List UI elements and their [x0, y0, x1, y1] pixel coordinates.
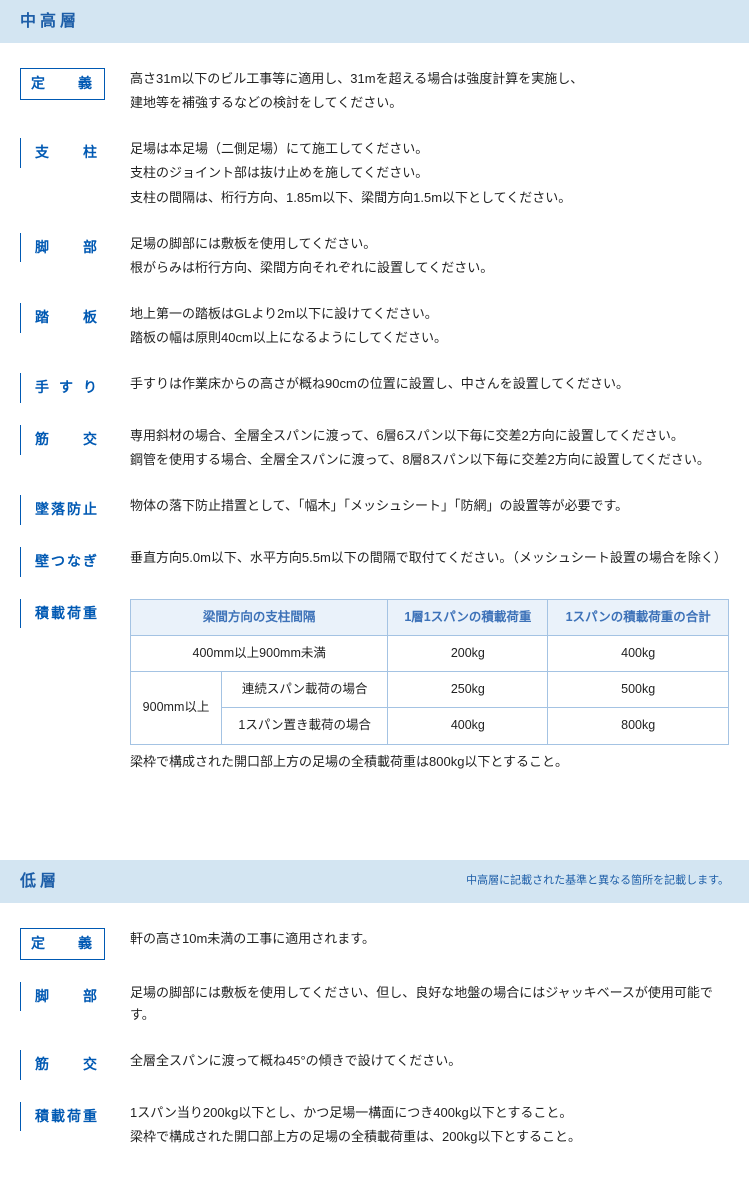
line: 1スパン当り200kg以下とし、かつ足場一構面につき400kg以下とすること。 — [130, 1102, 729, 1124]
text-col: 軒の高さ10m未満の工事に適用されます。 — [130, 928, 729, 960]
th-span: 梁間方向の支柱間隔 — [131, 599, 388, 635]
cell: 800kg — [548, 708, 729, 744]
cell: 1スパン置き載荷の場合 — [222, 708, 388, 744]
cell: 400kg — [548, 635, 729, 671]
section1-content: 定義高さ31m以下のビル工事等に適用し、31mを超える場合は強度計算を実施し、建… — [0, 68, 749, 825]
label-壁つなぎ: 壁つなぎ — [20, 547, 105, 577]
line: 軒の高さ10m未満の工事に適用されます。 — [130, 928, 729, 950]
line: 垂直方向5.0m以下、水平方向5.5m以下の間隔で取付てください。（メッシュシー… — [130, 547, 729, 569]
label-load: 積載荷重 — [20, 599, 105, 629]
line: 高さ31m以下のビル工事等に適用し、31mを超える場合は強度計算を実施し、 — [130, 68, 729, 90]
th-total: 1スパンの積載荷重の合計 — [548, 599, 729, 635]
line: 手すりは作業床からの高さが概ね90cmの位置に設置し、中さんを設置してください。 — [130, 373, 729, 395]
row-item: 積載荷重 1スパン当り200kg以下とし、かつ足場一構面につき400kg以下とする… — [20, 1102, 729, 1150]
row-load: 積載荷重 梁間方向の支柱間隔 1層1スパンの積載荷重 1スパンの積載荷重の合計 … — [20, 599, 729, 773]
section-title: 中高層 — [20, 13, 80, 30]
text-col: 足場は本足場（二側足場）にて施工してください。支柱のジョイント部は抜け止めを施し… — [130, 138, 729, 210]
text-col: 足場の脚部には敷板を使用してください。根がらみは桁行方向、梁間方向それぞれに設置… — [130, 233, 729, 281]
table-note: 梁枠で構成された開口部上方の足場の全積載荷重は800kg以下とすること。 — [130, 751, 729, 773]
th-per-layer: 1層1スパンの積載荷重 — [388, 599, 548, 635]
cell: 500kg — [548, 672, 729, 708]
line: 根がらみは桁行方向、梁間方向それぞれに設置してください。 — [130, 257, 729, 279]
text-col: 地上第一の踏板はGLより2m以下に設けてください。踏板の幅は原則40cm以上にな… — [130, 303, 729, 351]
line: 支柱の間隔は、桁行方向、1.85m以下、梁間方向1.5m以下としてください。 — [130, 187, 729, 209]
label-墜落防止: 墜落防止 — [20, 495, 105, 525]
line: 物体の落下防止措置として、「幅木」「メッシュシート」「防網」の設置等が必要です。 — [130, 495, 729, 517]
text-col: 全層全スパンに渡って概ね45°の傾きで設けてください。 — [130, 1050, 729, 1080]
text-col: 1スパン当り200kg以下とし、かつ足場一構面につき400kg以下とすること。梁… — [130, 1102, 729, 1150]
row-item: 壁つなぎ 垂直方向5.0m以下、水平方向5.5m以下の間隔で取付てください。（メッ… — [20, 547, 729, 577]
line: 地上第一の踏板はGLより2m以下に設けてください。 — [130, 303, 729, 325]
cell: 400mm以上900mm未満 — [131, 635, 388, 671]
line: 踏板の幅は原則40cm以上になるようにしてください。 — [130, 327, 729, 349]
row-item: 脚部足場の脚部には敷板を使用してください、但し、良好な地盤の場合にはジャッキベー… — [20, 982, 729, 1028]
cell: 250kg — [388, 672, 548, 708]
label-手すり: 手すり — [20, 373, 105, 403]
cell: 200kg — [388, 635, 548, 671]
label-定義: 定義 — [20, 68, 105, 100]
row-item: 筋交 専用斜材の場合、全層全スパンに渡って、6層6スパン以下毎に交差2方向に設置し… — [20, 425, 729, 473]
label-踏板: 踏板 — [20, 303, 105, 333]
row-item: 手すり 手すりは作業床からの高さが概ね90cmの位置に設置し、中さんを設置してくだ… — [20, 373, 729, 403]
line: 建地等を補強するなどの検討をしてください。 — [130, 92, 729, 114]
line: 支柱のジョイント部は抜け止めを施してください。 — [130, 162, 729, 184]
line: 梁枠で構成された開口部上方の足場の全積載荷重は、200kg以下とすること。 — [130, 1126, 729, 1148]
line: 足場の脚部には敷板を使用してください。 — [130, 233, 729, 255]
section2-items: 定義 軒の高さ10m未満の工事に適用されます。脚部足場の脚部には敷板を使用してくだ… — [20, 928, 729, 1150]
cell: 連続スパン載荷の場合 — [222, 672, 388, 708]
section-note: 中高層に記載された基準と異なる箇所を記載します。 — [466, 872, 729, 891]
line: 鋼管を使用する場合、全層全スパンに渡って、8層8スパン以下毎に交差2方向に設置し… — [130, 449, 729, 471]
label-脚部: 脚部 — [20, 982, 105, 1012]
text-col: 高さ31m以下のビル工事等に適用し、31mを超える場合は強度計算を実施し、建地等… — [130, 68, 729, 116]
cell: 400kg — [388, 708, 548, 744]
load-table: 梁間方向の支柱間隔 1層1スパンの積載荷重 1スパンの積載荷重の合計 400mm… — [130, 599, 729, 745]
label-積載荷重: 積載荷重 — [20, 1102, 105, 1132]
line: 足場の脚部には敷板を使用してください、但し、良好な地盤の場合にはジャッキベースが… — [130, 982, 729, 1026]
text-col: 物体の落下防止措置として、「幅木」「メッシュシート」「防網」の設置等が必要です。 — [130, 495, 729, 525]
section-header-low: 低層 中高層に記載された基準と異なる箇所を記載します。 — [0, 860, 749, 903]
line: 足場は本足場（二側足場）にて施工してください。 — [130, 138, 729, 160]
section1-items: 定義高さ31m以下のビル工事等に適用し、31mを超える場合は強度計算を実施し、建… — [20, 68, 729, 576]
text-col: 専用斜材の場合、全層全スパンに渡って、6層6スパン以下毎に交差2方向に設置してく… — [130, 425, 729, 473]
label-筋交: 筋交 — [20, 1050, 105, 1080]
label-筋交: 筋交 — [20, 425, 105, 455]
row-item: 踏板地上第一の踏板はGLより2m以下に設けてください。踏板の幅は原則40cm以上… — [20, 303, 729, 351]
label-脚部: 脚部 — [20, 233, 105, 263]
line: 全層全スパンに渡って概ね45°の傾きで設けてください。 — [130, 1050, 729, 1072]
line: 専用斜材の場合、全層全スパンに渡って、6層6スパン以下毎に交差2方向に設置してく… — [130, 425, 729, 447]
text-col: 足場の脚部には敷板を使用してください、但し、良好な地盤の場合にはジャッキベースが… — [130, 982, 729, 1028]
row-item: 墜落防止 物体の落下防止措置として、「幅木」「メッシュシート」「防網」の設置等が必… — [20, 495, 729, 525]
label-定義: 定義 — [20, 928, 105, 960]
section-header-mid-high: 中高層 — [0, 0, 749, 43]
row-item: 筋交 全層全スパンに渡って概ね45°の傾きで設けてください。 — [20, 1050, 729, 1080]
section2-content: 定義 軒の高さ10m未満の工事に適用されます。脚部足場の脚部には敷板を使用してくだ… — [0, 928, 749, 1202]
cell-rowspan: 900mm以上 — [131, 672, 222, 745]
row-item: 支柱足場は本足場（二側足場）にて施工してください。支柱のジョイント部は抜け止めを… — [20, 138, 729, 210]
text-col: 垂直方向5.0m以下、水平方向5.5m以下の間隔で取付てください。（メッシュシー… — [130, 547, 729, 577]
section-title: 低層 — [20, 873, 60, 890]
label-支柱: 支柱 — [20, 138, 105, 168]
row-item: 脚部足場の脚部には敷板を使用してください。根がらみは桁行方向、梁間方向それぞれに… — [20, 233, 729, 281]
row-item: 定義高さ31m以下のビル工事等に適用し、31mを超える場合は強度計算を実施し、建… — [20, 68, 729, 116]
text-col: 手すりは作業床からの高さが概ね90cmの位置に設置し、中さんを設置してください。 — [130, 373, 729, 403]
row-item: 定義 軒の高さ10m未満の工事に適用されます。 — [20, 928, 729, 960]
